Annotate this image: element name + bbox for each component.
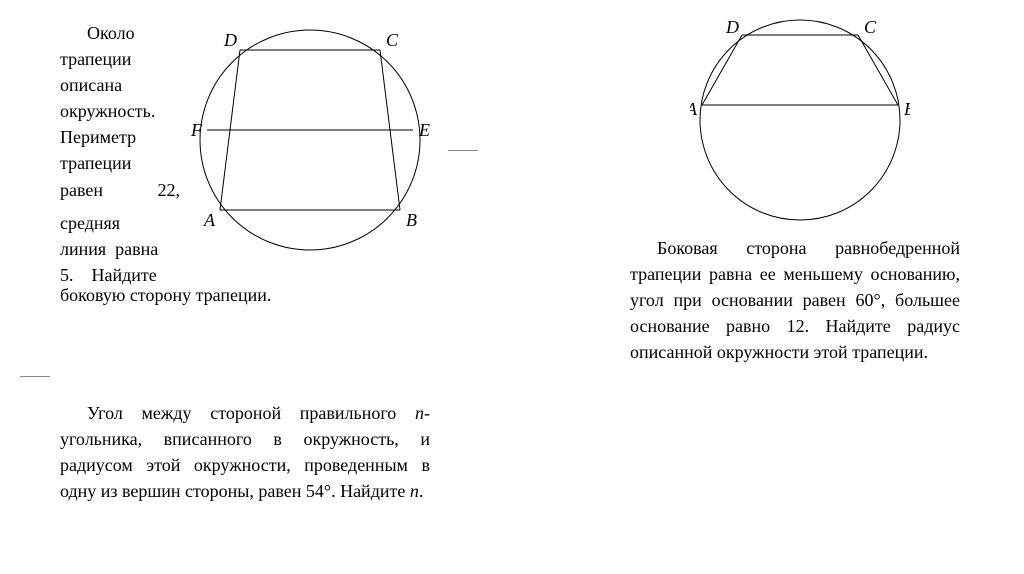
- svg-text:F: F: [190, 120, 203, 140]
- problem1-text-wide: боковую сторону трапеции.: [60, 282, 390, 308]
- svg-text:E: E: [418, 120, 430, 140]
- p3-n2: n: [410, 481, 419, 501]
- problem1-text-narrow: Около трапеции описана окружность. Перим…: [60, 20, 180, 288]
- p1-l5: Периметр: [60, 127, 136, 147]
- problem1-diagram: A B D C F E: [190, 20, 430, 260]
- problem2-text: Боковая сторона равнобедренной трапеции …: [630, 235, 960, 365]
- svg-text:B: B: [406, 210, 417, 230]
- p1-l7a: равен: [60, 177, 103, 203]
- p1-l7b: 22,: [158, 177, 181, 203]
- problem2-diagram: A B D C: [690, 10, 910, 230]
- p1-l4: окружность.: [60, 101, 155, 121]
- svg-text:D: D: [223, 30, 237, 50]
- p1-l8: средняя: [60, 213, 120, 233]
- svg-text:B: B: [904, 99, 910, 119]
- problem1-svg: A B D C F E: [190, 20, 430, 260]
- p1-l1: Около: [87, 23, 135, 43]
- dash-mark-1: [448, 150, 478, 151]
- problem2-svg: A B D C: [690, 10, 910, 230]
- p3-pre: Угол между стороной правильного: [87, 403, 396, 423]
- p1-l3: описана: [60, 75, 122, 95]
- p1-l9: линия равна: [60, 239, 158, 259]
- p3-n1: n: [415, 403, 424, 423]
- problem3-text: Угол между стороной правильного n-угольн…: [60, 400, 430, 504]
- dash-mark-2: [20, 376, 50, 377]
- p1-l6: трапеции: [60, 153, 131, 173]
- svg-text:D: D: [725, 17, 739, 37]
- p1-l2: трапеции: [60, 49, 131, 69]
- p2-body: Боковая сторона равнобедренной трапеции …: [630, 238, 960, 362]
- svg-text:C: C: [386, 30, 399, 50]
- svg-text:A: A: [203, 210, 216, 230]
- page: Около трапеции описана окружность. Перим…: [0, 0, 1024, 574]
- svg-text:C: C: [864, 17, 877, 37]
- p3-after2: .: [419, 481, 424, 501]
- p1-l11: боковую сторону трапеции.: [60, 285, 271, 305]
- svg-text:A: A: [690, 99, 698, 119]
